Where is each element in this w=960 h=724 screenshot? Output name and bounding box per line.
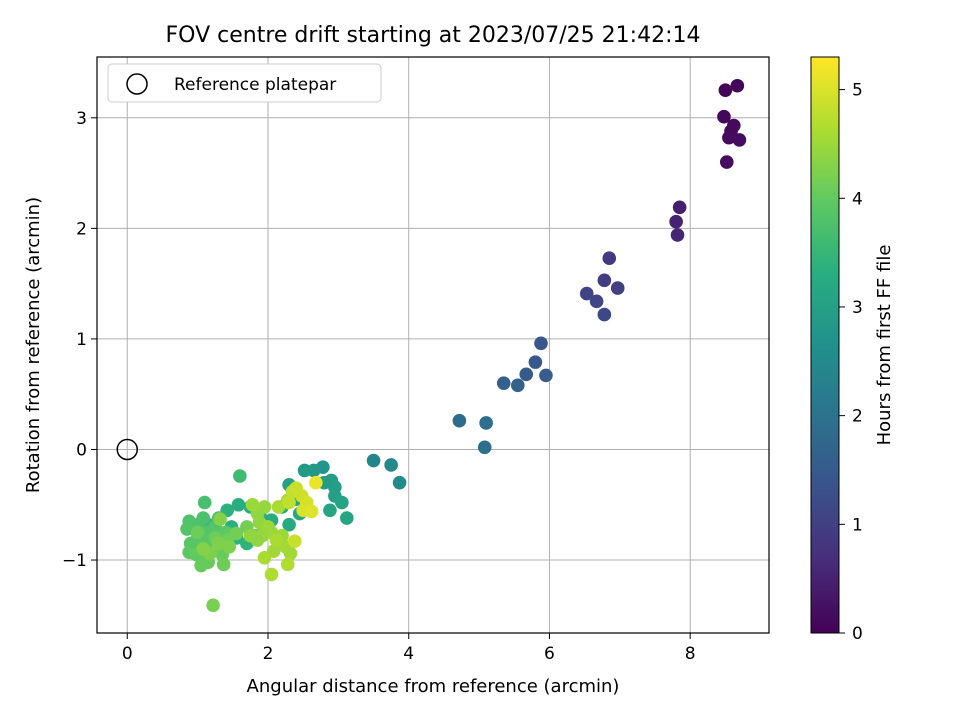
- legend-box: [107, 63, 382, 103]
- data-point: [519, 367, 534, 382]
- data-point: [243, 528, 258, 543]
- y-tick-label: −1: [62, 551, 87, 571]
- data-point: [231, 497, 246, 512]
- data-point: [589, 294, 604, 309]
- data-point: [197, 495, 212, 510]
- data-point: [528, 355, 543, 369]
- reference-platepar-marker: [116, 438, 139, 461]
- data-point: [477, 440, 492, 455]
- data-point: [610, 281, 625, 295]
- data-point: [669, 214, 683, 229]
- x-tick-label: 8: [685, 644, 696, 664]
- data-point: [719, 155, 734, 169]
- data-point: [597, 307, 612, 322]
- data-point: [287, 534, 302, 549]
- data-points: [180, 78, 747, 613]
- data-point: [271, 500, 286, 514]
- data-point: [452, 413, 467, 428]
- data-point: [213, 512, 227, 526]
- data-point: [534, 336, 548, 351]
- x-tick-label: 6: [544, 644, 555, 664]
- y-tick-label: 2: [76, 219, 87, 239]
- data-point: [579, 286, 594, 301]
- data-point: [257, 500, 272, 514]
- data-point: [196, 542, 211, 556]
- colorbar-tick-label: 5: [852, 81, 863, 101]
- data-point: [602, 251, 617, 266]
- data-point: [727, 118, 741, 133]
- y-tick-label: 1: [76, 330, 87, 350]
- data-point: [206, 598, 220, 613]
- data-point: [196, 511, 211, 525]
- data-point: [282, 517, 296, 532]
- colorbar-tick-label: 3: [852, 298, 863, 318]
- data-point: [718, 83, 733, 97]
- data-point: [496, 376, 511, 390]
- y-axis-label: Rotation from reference (arcmin): [23, 197, 44, 493]
- data-point: [510, 378, 525, 393]
- y-tick-label: 3: [76, 109, 87, 129]
- x-tick-label: 0: [122, 644, 133, 664]
- colorbar-label: Hours from first FF file: [874, 245, 895, 446]
- plot-frame: [96, 56, 770, 634]
- data-point: [717, 109, 731, 124]
- data-point: [392, 475, 407, 490]
- x-axis-label: Angular distance from reference (arcmin): [247, 676, 620, 697]
- colorbar-tick-label: 1: [852, 515, 863, 535]
- x-tick-label: 4: [403, 644, 414, 664]
- data-point: [180, 522, 194, 536]
- data-point: [309, 475, 323, 490]
- x-tick-label: 2: [263, 644, 274, 664]
- y-tick-label: 0: [76, 440, 87, 460]
- data-point: [297, 463, 312, 478]
- data-point: [233, 469, 247, 483]
- data-point: [597, 273, 612, 288]
- x-axis-ticks: 0 2 4 6 8: [122, 633, 696, 664]
- data-point: [323, 503, 337, 518]
- data-point: [211, 536, 226, 551]
- legend-marker-reference: [126, 73, 148, 95]
- data-point: [304, 504, 319, 519]
- data-point: [384, 458, 398, 472]
- legend: Reference platepar: [107, 63, 382, 103]
- data-point: [282, 495, 296, 510]
- data-point: [216, 557, 231, 572]
- data-point: [479, 416, 493, 430]
- data-point: [730, 78, 745, 93]
- colorbar-ticks: 0 1 2 3 4 5: [839, 81, 863, 644]
- data-point: [340, 511, 354, 525]
- data-point: [280, 557, 295, 572]
- data-point: [283, 546, 298, 561]
- data-point: [222, 539, 237, 554]
- data-point: [670, 228, 685, 242]
- colorbar-tick-label: 4: [852, 189, 863, 209]
- data-point: [264, 567, 279, 582]
- y-axis-ticks: −1 0 1 2 3: [62, 109, 97, 571]
- data-point: [722, 130, 736, 145]
- data-point: [190, 525, 205, 540]
- data-point: [672, 200, 687, 215]
- data-point: [229, 526, 244, 541]
- data-point: [366, 453, 381, 468]
- data-point: [539, 368, 553, 383]
- colorbar: [810, 56, 840, 634]
- chart-title: FOV centre drift starting at 2023/07/25 …: [166, 23, 701, 48]
- data-point: [732, 133, 747, 147]
- colorbar-tick-label: 0: [852, 624, 863, 644]
- data-point: [266, 544, 281, 558]
- data-point: [335, 495, 349, 510]
- colorbar-tick-label: 2: [852, 407, 863, 427]
- legend-entry-reference: Reference platepar: [174, 75, 336, 95]
- data-point: [245, 497, 260, 512]
- data-point: [269, 533, 284, 547]
